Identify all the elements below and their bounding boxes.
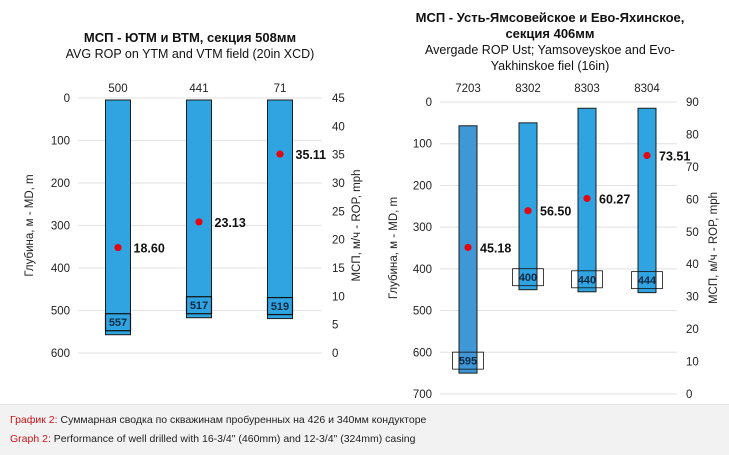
- right-chart-subtitle-2: Yakhinskoe fiel (16in): [490, 59, 610, 73]
- rop-point: [643, 151, 651, 160]
- y2-axis-title: МСП, м/ч - ROP, mph: [708, 192, 720, 304]
- depth-bar: [518, 122, 538, 291]
- category-label: 441: [189, 83, 208, 95]
- rop-point: [276, 150, 284, 158]
- category-label: 8304: [634, 83, 660, 95]
- y-tick-label: 600: [51, 348, 70, 360]
- y-tick-label: 0: [426, 97, 432, 109]
- depth-label-box: [512, 268, 544, 287]
- y-tick-label: 500: [413, 306, 432, 318]
- depth-end-label: 557: [109, 317, 127, 329]
- y2-tick-label: 0: [686, 389, 692, 401]
- rop-point: [464, 243, 472, 252]
- y-tick-label: 100: [413, 139, 432, 151]
- y2-tick-label: 10: [332, 291, 345, 303]
- y-tick-label: 200: [413, 180, 432, 192]
- depth-label-box: [104, 313, 132, 332]
- category-label: 500: [108, 83, 127, 95]
- category-label: 7203: [455, 83, 481, 95]
- right-chart-subtitle-1: Avergade ROP Ust; Yamsoveyskoe and Evo-: [425, 43, 675, 57]
- right-chart-title-ru-1: МСП - Усть-Ямсовейское и Ево-Яхинское,: [415, 10, 685, 25]
- category-label: 8302: [515, 83, 541, 95]
- y2-tick-label: 90: [686, 97, 699, 109]
- depth-end-label: 400: [519, 272, 537, 284]
- rop-point: [524, 207, 532, 215]
- y2-tick-label: 80: [686, 129, 699, 141]
- caption-ru-label: График 2:: [10, 414, 58, 426]
- depth-label-box: [452, 351, 484, 370]
- y-axis-title: Глубина, м - MD, m: [24, 174, 36, 276]
- caption-en-text: Performance of well drilled with 16-3/4"…: [50, 433, 416, 445]
- depth-end-label: 440: [578, 274, 596, 286]
- y2-tick-label: 30: [686, 292, 699, 304]
- y-tick-label: 400: [413, 264, 432, 276]
- y-tick-label: 300: [413, 222, 432, 234]
- rop-value-label: 18.60: [134, 242, 165, 256]
- y2-tick-label: 10: [686, 357, 699, 369]
- y2-tick-label: 60: [686, 194, 699, 206]
- rop-value-label: 60.27: [599, 192, 630, 206]
- depth-end-label: 519: [271, 301, 289, 313]
- caption-ru-text: Суммарная сводка по скважинам пробуренны…: [57, 414, 427, 426]
- figure-caption: График 2: Суммарная сводка по скважинам …: [0, 404, 729, 455]
- y2-tick-label: 70: [686, 162, 699, 174]
- y2-tick-label: 45: [332, 93, 345, 105]
- category-label: 8303: [574, 83, 600, 95]
- y-axis-title: Глубина, м - MD, m: [388, 197, 400, 299]
- rop-value-label: 23.13: [215, 216, 246, 230]
- y-tick-label: 100: [51, 136, 70, 148]
- depth-bar: [267, 99, 293, 320]
- rop-point: [195, 218, 203, 226]
- y2-tick-label: 40: [332, 121, 345, 133]
- right-chart-title: МСП - Усть-Ямсовейское и Ево-Яхинское, с…: [380, 10, 720, 74]
- rop-point: [583, 194, 591, 203]
- y-tick-label: 300: [51, 221, 70, 233]
- depth-end-label: 595: [459, 356, 477, 368]
- y-tick-label: 500: [51, 306, 70, 318]
- rop-value-label: 45.18: [480, 241, 511, 255]
- y2-tick-label: 30: [332, 178, 345, 190]
- caption-en-label: Graph 2:: [10, 433, 51, 445]
- rop-point: [114, 244, 122, 252]
- left-chart-subtitle: AVG ROP on YTM and VTM field (20in XCD): [65, 47, 315, 61]
- depth-end-label: 444: [638, 275, 657, 287]
- y2-tick-label: 50: [686, 227, 699, 239]
- depth-label-box: [571, 270, 603, 289]
- y-tick-label: 0: [64, 93, 70, 105]
- y-tick-label: 600: [413, 347, 432, 359]
- depth-bar: [637, 107, 657, 294]
- y-tick-label: 700: [413, 389, 432, 401]
- rop-value-label: 73.51: [659, 150, 690, 164]
- right-chart-title-ru-2: секция 406мм: [505, 26, 595, 41]
- rop-value-label: 35.11: [296, 148, 327, 162]
- depth-end-label: 517: [190, 300, 208, 312]
- y2-tick-label: 20: [332, 235, 345, 247]
- y2-tick-label: 15: [332, 263, 345, 275]
- y2-tick-label: 35: [332, 150, 345, 162]
- y2-tick-label: 0: [332, 348, 338, 360]
- y2-tick-label: 20: [686, 324, 699, 336]
- depth-bar: [186, 99, 212, 319]
- depth-label-box: [631, 271, 663, 290]
- y2-tick-label: 5: [332, 320, 338, 332]
- y2-tick-label: 40: [686, 259, 699, 271]
- depth-label-box: [266, 296, 294, 316]
- y-tick-label: 400: [51, 263, 70, 275]
- left-chart-title: МСП - ЮТМ и ВТМ, секция 508мм AVG ROP on…: [30, 30, 350, 61]
- rop-value-label: 56.50: [540, 205, 571, 219]
- y2-axis-title: МСП, м/ч - ROP, mph: [351, 169, 363, 281]
- left-chart-title-ru: МСП - ЮТМ и ВТМ, секция 508мм: [83, 30, 297, 45]
- caption-en: Graph 2: Performance of well drilled wit…: [10, 433, 415, 445]
- depth-bar: [105, 99, 131, 336]
- y-tick-label: 200: [51, 178, 70, 190]
- y2-tick-label: 25: [332, 206, 345, 218]
- depth-label-box: [185, 296, 213, 315]
- caption-ru: График 2: Суммарная сводка по скважинам …: [10, 414, 426, 426]
- category-label: 71: [274, 83, 287, 95]
